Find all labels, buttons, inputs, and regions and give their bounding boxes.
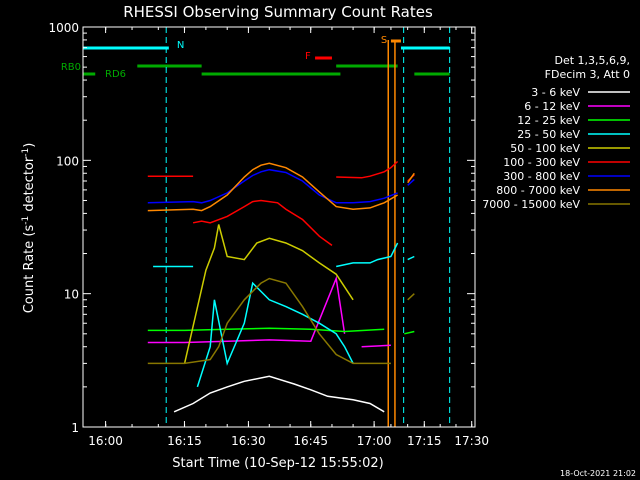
series-line-4-seg-0: [183, 224, 354, 364]
y-axis-label-mid: detector: [22, 156, 37, 216]
y-axis-label-sup2: -1: [21, 148, 31, 157]
flag-rbo-label: RB0: [61, 62, 81, 73]
legend-header-line-1: Det 1,3,5,6,9,: [554, 54, 630, 67]
y-axis-label-post: ): [22, 143, 37, 148]
flag-bars: N F S RB0 RD6: [61, 35, 450, 80]
legend-label-8: 7000 - 15000 keV: [482, 198, 580, 211]
series-line-7-seg-0: [147, 162, 398, 212]
y-tick-label-0: 1: [71, 421, 79, 435]
y-axis-label-pre: Count Rate (s: [22, 225, 37, 314]
y-axis-label-sup1: -1: [21, 216, 31, 225]
legend-label-4: 50 - 100 keV: [510, 142, 580, 155]
legend-label-1: 6 - 12 keV: [524, 100, 580, 113]
x-tick-label-0: 16:00: [88, 434, 123, 448]
x-tick-label-4: 17:00: [357, 434, 392, 448]
generation-timestamp: 18-Oct-2021 21:02: [560, 469, 636, 478]
series-line-2-seg-0: [147, 327, 385, 333]
y-axis-label: Count Rate (s-1 detector-1): [21, 143, 37, 314]
flag-s-label: S: [381, 35, 387, 46]
series-line-3-seg-1: [196, 281, 354, 388]
series-line-6-seg-1: [407, 178, 415, 186]
vertical-markers: [165, 27, 451, 427]
y-tick-label-1: 10: [64, 288, 79, 302]
legend-label-6: 300 - 800 keV: [503, 170, 580, 183]
flag-f-label: F: [305, 51, 311, 62]
y-tick-label-2: 100: [56, 154, 79, 168]
legend-label-3: 25 - 50 keV: [517, 128, 580, 141]
x-tick-label-3: 16:45: [293, 434, 328, 448]
series-line-2-seg-1: [404, 330, 415, 335]
legend-label-5: 100 - 300 keV: [503, 156, 580, 169]
series-line-6-seg-0: [147, 168, 398, 204]
series-line-8-seg-1: [407, 293, 415, 301]
flag-n-label: N: [177, 40, 184, 51]
legend-header-line-2: FDecim 3, Att 0: [545, 68, 630, 81]
series-lines: [147, 160, 415, 413]
flag-rd6-label: RD6: [105, 69, 126, 80]
x-tick-label-1: 16:15: [167, 434, 202, 448]
x-tick-label-5: 17:15: [407, 434, 442, 448]
series-line-0-seg-0: [173, 375, 385, 413]
series-line-1-seg-0: [147, 275, 346, 344]
x-tick-label-2: 16:30: [231, 434, 266, 448]
legend-label-0: 3 - 6 keV: [531, 86, 580, 99]
series-line-7-seg-1: [407, 172, 415, 184]
series-line-3-seg-3: [407, 255, 415, 261]
series-line-3-seg-2: [336, 242, 399, 268]
chart-title: RHESSI Observing Summary Count Rates: [123, 3, 433, 21]
axes: 16:00 16:15 16:30 16:45 17:00 17:15 17:30 1 10 10…: [48, 21, 489, 448]
series-line-1-seg-1: [361, 344, 391, 348]
legend-label-2: 12 - 25 keV: [517, 114, 580, 127]
series-line-5-seg-2: [336, 160, 399, 179]
y-tick-label-3: 1000: [48, 21, 79, 35]
legend-label-7: 800 - 7000 keV: [496, 184, 580, 197]
x-axis-label: Start Time (10-Sep-12 15:55:02): [172, 456, 383, 471]
plot-frame: [82, 26, 476, 428]
x-tick-label-6: 17:30: [454, 434, 489, 448]
series-line-8-seg-0: [147, 277, 391, 365]
series-line-5-seg-1: [192, 199, 333, 247]
